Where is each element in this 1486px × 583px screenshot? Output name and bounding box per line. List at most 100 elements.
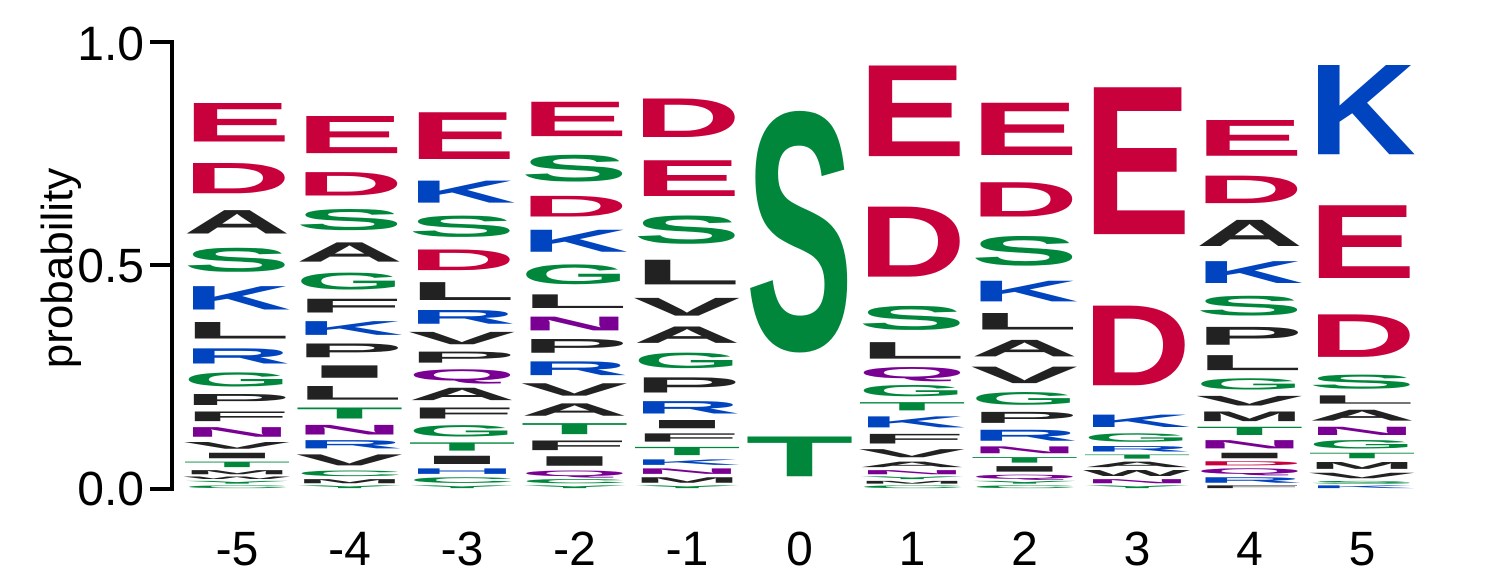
logo-letter-d: D <box>971 171 1079 227</box>
x-axis-labels: -5 -4 -3 -2 -1 0 1 2 3 4 5 <box>216 523 1376 576</box>
logo-letter-l: L <box>183 317 291 344</box>
logo-letter-p: P <box>1196 321 1304 350</box>
logo-letter-n: N <box>633 467 741 476</box>
logo-letter-i: I <box>971 464 1079 473</box>
logo-letter-a: A <box>971 335 1079 362</box>
x-tick-label: -1 <box>666 523 709 576</box>
logo-letter-y: Y <box>858 476 966 480</box>
logo-letter-g: G <box>296 268 404 295</box>
logo-letter-f: F <box>521 437 629 453</box>
logo-letter-k: K <box>183 279 291 317</box>
logo-letter-t: T <box>296 404 404 422</box>
logo-letter-d: D <box>521 189 629 223</box>
logo-letter-t: T <box>1083 453 1191 460</box>
logo-letter-t: T <box>746 424 854 489</box>
logo-letter-l: L <box>971 308 1079 335</box>
logo-letter-f: F <box>858 431 966 447</box>
logo-letter-d: D <box>1196 167 1304 211</box>
x-tick-label: 4 <box>1236 523 1263 576</box>
logo-letter-w: W <box>1083 469 1190 478</box>
logo-letter-g: G <box>971 388 1079 408</box>
logo-letter-k: K <box>1083 411 1191 431</box>
logo-letter-a: A <box>408 384 516 404</box>
logo-letter-r: R <box>1083 444 1191 453</box>
logo-letter-f: F <box>183 408 291 424</box>
logo-letter-s: S <box>971 228 1079 275</box>
logo-letter-m: M <box>1196 409 1304 425</box>
logo-letter-q: Q <box>521 469 629 478</box>
logo-letter-d: D <box>183 154 291 203</box>
logo-letter-e: E <box>183 91 291 154</box>
logo-letter-v: V <box>183 440 291 451</box>
logo-letter-k: K <box>1196 254 1304 290</box>
logo-letter-v: V <box>1196 393 1304 409</box>
logo-letter-r: R <box>183 344 291 369</box>
logo-letter-e: E <box>971 87 1079 172</box>
logo-letter-g: G <box>1308 438 1416 451</box>
logo-letter-v: V <box>1308 471 1416 480</box>
x-tick-label: 0 <box>786 523 813 576</box>
y-tick-label-2: 1.0 <box>77 18 144 71</box>
logo-letter-y: Y <box>633 485 741 489</box>
logo-letter-e: E <box>1083 41 1191 280</box>
logo-letter-p: P <box>183 391 291 409</box>
logo-letter-r: R <box>296 438 404 451</box>
logo-letter-s: S <box>1308 480 1416 484</box>
y-tick-label-1: 0.5 <box>77 240 144 293</box>
logo-letter-g: G <box>521 259 629 290</box>
logo-letter-e: E <box>858 37 966 184</box>
logo-letter-q: Q <box>971 473 1079 480</box>
logo-letter-r: R <box>521 357 629 379</box>
logo-letter-s: S <box>858 299 966 337</box>
logo-letter-a: A <box>1196 212 1304 254</box>
logo-letter-v: V <box>296 451 404 469</box>
logo-letter-l: L <box>1308 393 1416 406</box>
logo-letter-i: I <box>296 362 404 382</box>
logo-letter-i: I <box>521 453 629 469</box>
logo-letter-i: I <box>408 453 516 466</box>
logo-letter-d: D <box>1083 281 1191 410</box>
logo-letter-p: P <box>633 373 741 398</box>
logo-letter-q: Q <box>408 366 516 384</box>
logo-letter-k: K <box>633 458 741 467</box>
logo-letter-l: L <box>296 382 404 404</box>
logo-letter-r: R <box>1196 476 1304 485</box>
logo-letter-d: D <box>633 87 741 149</box>
logo-letter-s: S <box>183 241 291 279</box>
logo-letter-n: N <box>1083 478 1191 485</box>
logo-letter-i: I <box>1196 451 1304 460</box>
logo-letter-a: A <box>521 400 629 420</box>
logo-columns: CYWMTIVNFPGRLKSADEYMCVRNTLIPKFGASDEYCHIT… <box>183 37 1416 489</box>
logo-letter-a: A <box>296 236 404 267</box>
logo-letter-m: M <box>858 480 966 484</box>
logo-letter-e: E <box>521 92 629 147</box>
logo-letter-k: K <box>1308 37 1416 182</box>
logo-letter-s: S <box>746 40 854 422</box>
logo-column-0: TS <box>746 40 854 489</box>
logo-letter-y: Y <box>1083 485 1191 489</box>
logo-letter-e: E <box>1196 109 1304 167</box>
logo-letter-v: V <box>633 292 741 321</box>
x-tick-label: -3 <box>441 523 484 576</box>
logo-letter-v: V <box>521 380 629 400</box>
logo-letter-q: Q <box>1196 467 1304 476</box>
logo-letter-d: D <box>858 185 966 299</box>
logo-letter-a: A <box>183 203 291 241</box>
logo-letter-a: A <box>1083 460 1191 469</box>
logo-letter-k: K <box>858 413 966 431</box>
logo-letter-t: T <box>1308 451 1416 460</box>
logo-letter-p: P <box>408 348 516 366</box>
logo-letter-m: M <box>296 478 404 485</box>
logo-letter-e: E <box>408 98 516 173</box>
logo-letter-n: N <box>1308 424 1416 437</box>
logo-letter-a: A <box>1308 406 1416 424</box>
logo-letter-l: L <box>633 252 741 292</box>
logo-letter-k: K <box>408 174 516 210</box>
